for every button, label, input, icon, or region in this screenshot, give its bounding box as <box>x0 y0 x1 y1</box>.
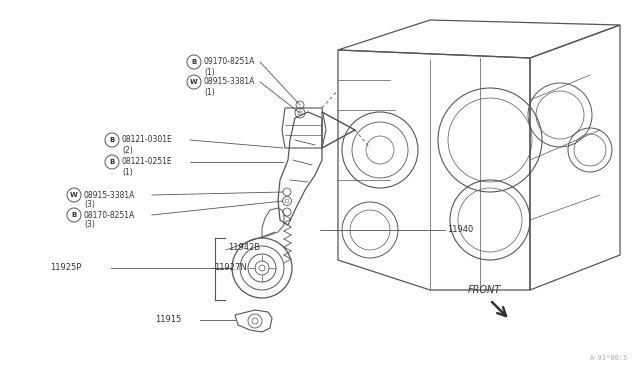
Text: (1): (1) <box>204 67 215 77</box>
Text: (3): (3) <box>84 201 95 209</box>
Text: 11925P: 11925P <box>50 263 81 273</box>
Text: 08915-3381A: 08915-3381A <box>204 77 255 87</box>
Text: B: B <box>109 159 115 165</box>
Text: 11942B: 11942B <box>228 244 260 253</box>
Text: B: B <box>72 212 77 218</box>
Text: 08121-0251E: 08121-0251E <box>122 157 173 167</box>
Text: 08121-0301E: 08121-0301E <box>122 135 173 144</box>
Text: 11927N: 11927N <box>214 263 247 273</box>
Text: B: B <box>109 137 115 143</box>
Text: (1): (1) <box>122 167 132 176</box>
Text: 11915: 11915 <box>155 315 181 324</box>
Text: (2): (2) <box>122 145 132 154</box>
Text: 08170-8251A: 08170-8251A <box>84 211 135 219</box>
Text: 11940: 11940 <box>447 225 473 234</box>
Text: B: B <box>191 59 196 65</box>
Text: 08915-3381A: 08915-3381A <box>84 190 136 199</box>
Text: (3): (3) <box>84 221 95 230</box>
Text: W: W <box>70 192 78 198</box>
Text: (1): (1) <box>204 87 215 96</box>
Text: A·93*00:5: A·93*00:5 <box>589 355 628 361</box>
Text: 09170-8251A: 09170-8251A <box>204 58 255 67</box>
Text: FRONT: FRONT <box>468 285 501 295</box>
Text: W: W <box>190 79 198 85</box>
